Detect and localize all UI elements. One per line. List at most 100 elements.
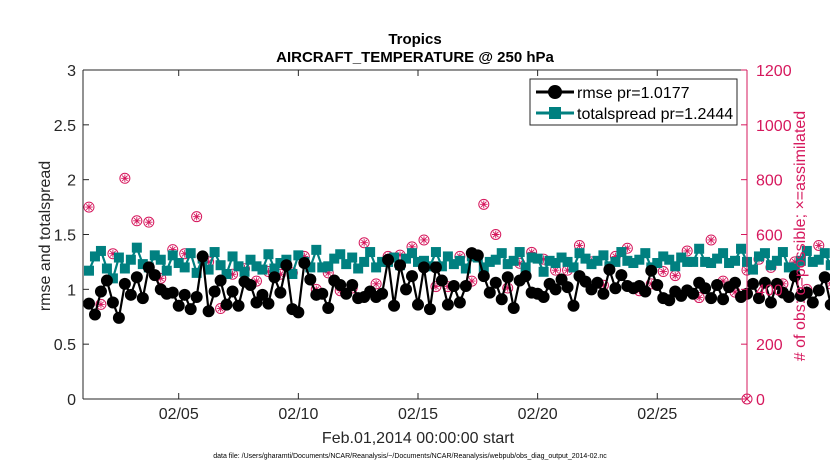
totalspread-marker: [819, 248, 830, 259]
obs-assimilated-asterisk: [647, 280, 656, 288]
rmse-marker: [429, 261, 442, 274]
totalspread-marker: [586, 259, 597, 270]
rmse-marker: [770, 277, 783, 290]
rmse-marker: [334, 278, 347, 291]
obs-possible-circle: [83, 201, 95, 213]
rmse-marker: [645, 264, 658, 277]
totalspread-marker: [724, 258, 735, 269]
rmse-marker: [304, 273, 317, 286]
rmse-marker: [711, 278, 724, 291]
obs-count-marker: [705, 234, 717, 246]
totalspread-marker: [305, 262, 316, 273]
totalspread-marker: [245, 254, 256, 265]
totalspread-marker: [795, 255, 806, 266]
totalspread-marker: [712, 253, 723, 264]
totalspread-marker: [502, 259, 513, 270]
totalspread-marker: [233, 261, 244, 272]
rmse-marker: [88, 308, 101, 321]
obs-assimilated-asterisk: [527, 248, 536, 257]
obs-assimilated-asterisk: [300, 252, 309, 261]
totalspread-marker: [622, 255, 633, 266]
totalspread-marker: [263, 249, 274, 260]
totalspread-marker: [759, 248, 770, 259]
totalspread-marker: [532, 253, 543, 264]
x-tick-label: 02/10: [278, 406, 318, 423]
rmse-marker: [507, 301, 520, 314]
rmse-marker: [651, 278, 664, 291]
rmse-marker: [226, 285, 239, 298]
obs-possible-circle: [370, 278, 382, 290]
totalspread-marker: [125, 254, 136, 265]
obs-count-marker: [119, 172, 131, 184]
totalspread-marker: [95, 245, 106, 256]
totalspread-marker: [508, 255, 519, 266]
obs-possible-circle: [478, 198, 490, 210]
obs-assimilated-asterisk: [109, 249, 117, 258]
obs-count-marker: [143, 216, 155, 228]
y2-tick-label: 0: [756, 392, 765, 409]
obs-possible-circle: [490, 229, 502, 240]
totalspread-marker: [688, 256, 699, 267]
totalspread-marker: [101, 263, 112, 274]
totalspread-marker: [239, 266, 250, 277]
rmse-marker: [106, 296, 119, 309]
rmse-marker: [459, 280, 472, 293]
rmse-marker: [603, 263, 616, 276]
totalspread-marker: [377, 256, 388, 267]
rmse-marker: [388, 299, 401, 312]
totalspread-marker: [401, 253, 412, 264]
y-tick-label: 2: [67, 173, 76, 190]
totalspread-marker: [544, 255, 555, 266]
totalspread-marker: [454, 255, 465, 266]
rmse-marker: [705, 292, 718, 305]
totalspread-marker: [149, 250, 160, 261]
totalspread-marker: [89, 251, 100, 262]
obs-count-marker: [191, 211, 203, 223]
obs-assimilated-asterisk: [791, 258, 799, 266]
rmse-marker: [806, 296, 819, 309]
rmse-marker: [406, 270, 419, 283]
rmse-marker: [190, 291, 203, 304]
obs-possible-circle: [358, 237, 370, 249]
obs-count-marker: [430, 281, 442, 293]
rmse-marker: [549, 283, 562, 296]
rmse-marker: [489, 276, 502, 289]
rmse-marker: [812, 284, 825, 297]
obs-assimilated-asterisk: [168, 245, 177, 254]
obs-count-marker: [95, 298, 107, 310]
obs-assimilated-asterisk: [372, 280, 380, 288]
totalspread-marker: [424, 261, 435, 272]
rmse-marker: [519, 270, 532, 283]
obs-assimilated-asterisk: [396, 251, 404, 259]
rmse-marker: [477, 270, 490, 283]
rmse-marker: [316, 287, 329, 300]
totalspread-marker: [789, 263, 800, 274]
totalspread-marker: [568, 262, 579, 273]
obs-assimilated-asterisk: [360, 238, 368, 247]
obs-assimilated-asterisk: [492, 230, 500, 239]
totalspread-marker: [700, 256, 711, 267]
totalspread-marker: [652, 258, 663, 269]
obs-count-marker: [83, 201, 95, 213]
y2-tick-label: 1200: [756, 63, 792, 80]
totalspread-marker: [747, 264, 758, 275]
totalspread-marker: [335, 249, 346, 260]
obs-assimilated-asterisk: [157, 274, 165, 283]
obs-assimilated-asterisk: [324, 269, 333, 277]
totalspread-marker: [430, 247, 441, 258]
rmse-marker: [100, 274, 113, 287]
totalspread-marker: [490, 254, 501, 265]
rmse-marker: [639, 285, 652, 298]
rmse-marker: [274, 286, 287, 299]
totalspread-marker: [442, 251, 453, 262]
rmse-marker: [441, 298, 454, 311]
totalspread-marker: [257, 264, 268, 275]
totalspread-marker: [550, 258, 561, 269]
obs-count-marker: [478, 198, 490, 210]
totalspread-marker: [161, 265, 172, 276]
obs-assimilated-asterisk: [599, 281, 608, 289]
totalspread-marker: [329, 253, 340, 264]
totalspread-marker: [203, 264, 214, 275]
totalspread-marker: [418, 255, 429, 266]
rmse-marker: [202, 305, 215, 318]
